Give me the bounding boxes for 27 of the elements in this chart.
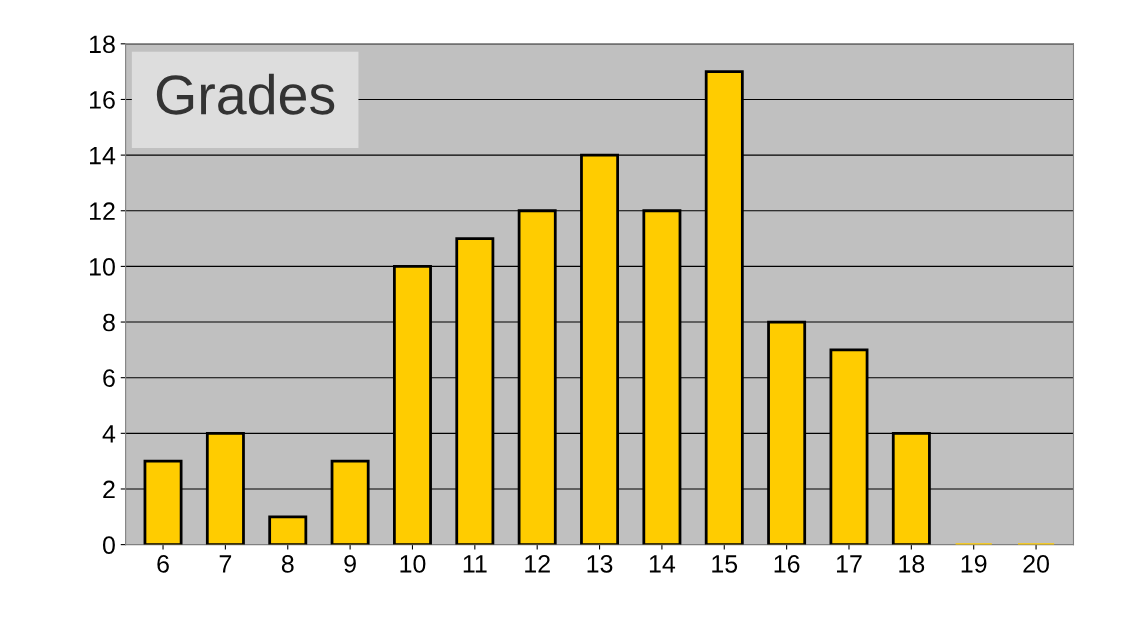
y-tick-label: 8 [103, 313, 115, 332]
x-tick-label: 12 [525, 555, 550, 573]
x-tick-label: 6 [157, 555, 169, 573]
y-tick-label: 16 [90, 91, 115, 109]
y-tick-label: 14 [90, 146, 116, 165]
x-tick-label: 17 [836, 555, 862, 573]
x-tick-label: 10 [400, 555, 426, 573]
x-tick-label: 14 [649, 555, 676, 573]
y-tick-label: 4 [102, 425, 116, 443]
x-tick-label: 7 [219, 555, 232, 573]
x-tick-label: 20 [1023, 555, 1049, 573]
x-tick-label: 13 [587, 555, 613, 573]
y-tick-label: 2 [103, 480, 115, 499]
y-tick-label: 12 [90, 202, 115, 220]
chart-title: Grades [156, 73, 335, 115]
x-tick-label: 19 [961, 555, 987, 573]
x-tick-label: 15 [712, 555, 738, 573]
y-tick-label: 0 [102, 536, 115, 554]
y-tick-label: 18 [90, 35, 115, 54]
y-tick-label: 6 [103, 369, 115, 387]
y-tick-label: 10 [90, 258, 115, 276]
x-tick-label: 9 [344, 555, 356, 573]
x-tick-label: 18 [899, 555, 925, 573]
bar [268, 515, 308, 545]
x-tick-label: 16 [774, 555, 800, 573]
x-tick-label: 8 [281, 555, 294, 573]
x-tick-label: 11 [463, 555, 487, 573]
